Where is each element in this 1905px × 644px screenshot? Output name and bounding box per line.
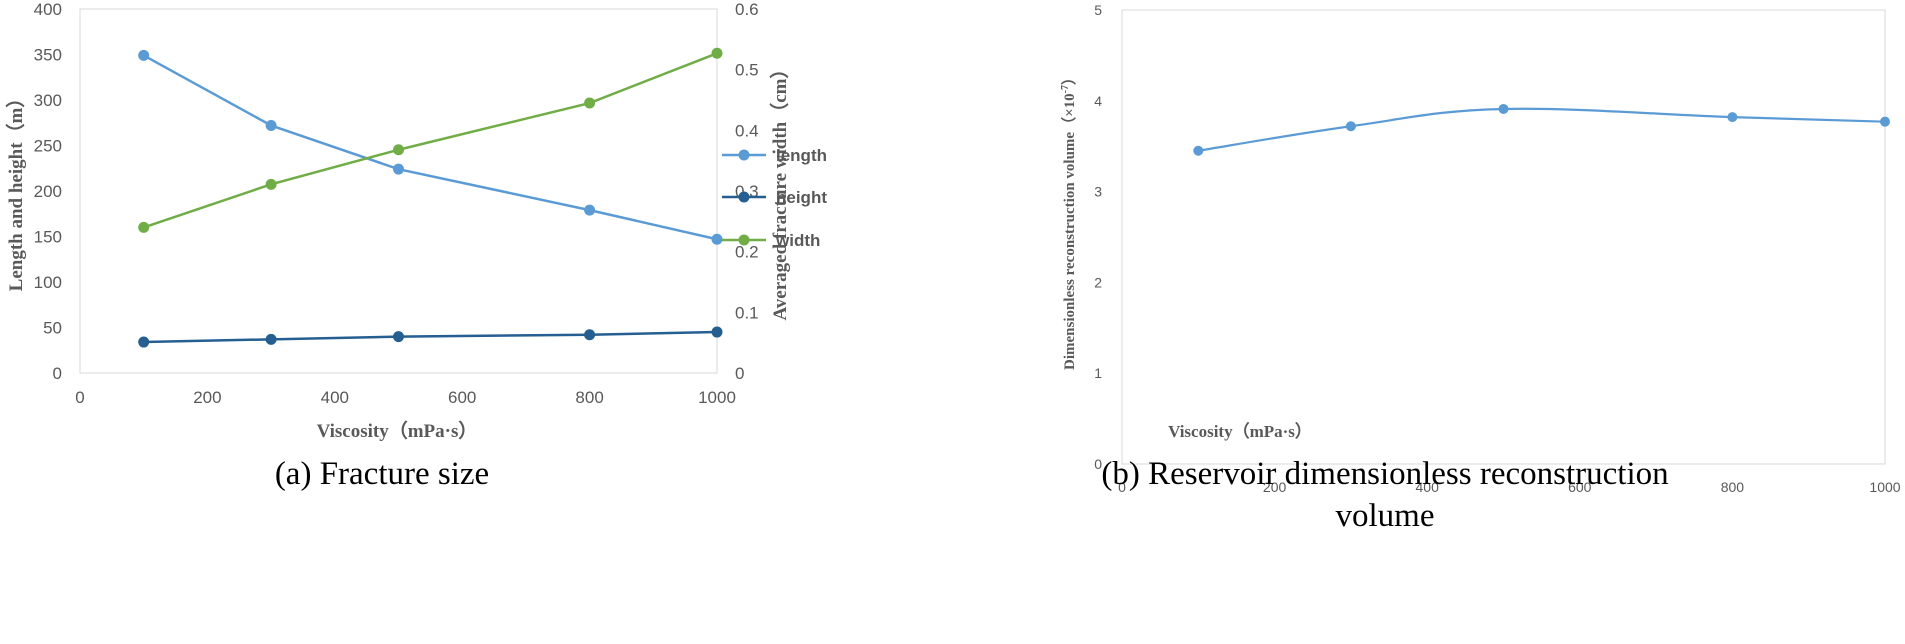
- chart-a-y-axis-title: Length and height（m）: [4, 89, 27, 292]
- series-line-volume: [1198, 107, 1886, 152]
- chart-a-x-tick-label: 200: [193, 388, 221, 407]
- chart-b-plot-border: [1121, 9, 1886, 465]
- chart-a-frame: [79, 8, 718, 374]
- chart-b-x-axis-title: Viscosity（mPa·s）: [1168, 421, 1312, 441]
- data-point-width: [393, 144, 404, 156]
- chart-b-y-tick-label: 4: [1094, 93, 1102, 109]
- chart-a-x-tick-label: 400: [321, 388, 349, 407]
- chart-b-y-axis-title-close: ）: [1060, 70, 1078, 85]
- chart-a-x-axis-title: Viscosity（mPa·s）: [317, 419, 478, 442]
- chart-a-series: [138, 47, 723, 348]
- series-line-height: [143, 330, 718, 344]
- data-point-volume: [1498, 103, 1509, 114]
- legend-marker-height: [738, 191, 750, 203]
- chart-a-y-tick-label: 400: [34, 0, 62, 19]
- chart-a-x-tick-label: 0: [75, 388, 84, 407]
- data-point-length: [711, 233, 723, 245]
- chart-b-x-tick-label: 400: [1416, 479, 1440, 495]
- chart-b-x-tick-label: 1000: [1869, 479, 1900, 495]
- chart-b-frame: [1121, 9, 1886, 465]
- data-point-width: [138, 221, 150, 233]
- data-point-volume: [1345, 121, 1356, 132]
- legend-marker-width: [738, 234, 750, 246]
- chart-a-caption: (a) Fracture size: [275, 456, 489, 492]
- chart-b-caption: (b) Reservoir dimensionless reconstructi…: [1101, 456, 1668, 534]
- chart-b-x-tick-label: 0: [1118, 479, 1126, 495]
- data-point-height: [138, 336, 150, 348]
- chart-a-ticks: 0 200 400 600 800 1000 0 50 100 150 200 250 300 350 40…: [34, 0, 759, 407]
- legend-label-width: width: [775, 231, 820, 250]
- chart-a-y2-tick-label: 0: [735, 364, 744, 383]
- chart-a-x-tick-label: 600: [448, 388, 476, 407]
- series-line-width: [143, 52, 718, 229]
- chart-a-plot-border: [79, 8, 718, 374]
- data-point-width: [711, 47, 723, 59]
- chart-b-y-axis-title-main: Dimensionless reconstruction volume（×10: [1060, 93, 1078, 370]
- series-line-length: [143, 54, 718, 241]
- chart-a-x-tick-label: 1000: [698, 388, 736, 407]
- chart-b-series: [1193, 103, 1890, 156]
- chart-a-y-tick-label: 250: [34, 137, 62, 156]
- data-point-height: [393, 331, 404, 343]
- chart-b-y-tick-label: 5: [1094, 2, 1102, 18]
- legend-label-height: height: [776, 188, 827, 207]
- chart-b-x-tick-label: 800: [1721, 479, 1745, 495]
- chart-a-y-tick-label: 0: [53, 364, 62, 383]
- chart-a-y-tick-label: 200: [34, 182, 62, 201]
- data-point-height: [265, 333, 277, 345]
- chart-a-x-tick-label: 800: [575, 388, 603, 407]
- chart-a-y2-tick-label: 0.2: [735, 243, 759, 262]
- data-point-height: [584, 329, 596, 341]
- chart-a-legend: length height width: [722, 146, 827, 250]
- chart-b-y-axis-title-exponent: -7: [1060, 85, 1071, 93]
- chart-b-x-tick-label: 200: [1263, 479, 1287, 495]
- chart-a-y2-tick-label: 0.5: [735, 61, 759, 80]
- legend-marker-length: [738, 149, 750, 161]
- data-point-length: [138, 49, 150, 61]
- data-point-length: [265, 119, 277, 131]
- data-point-volume: [1727, 112, 1738, 123]
- chart-b-y-tick-label: 2: [1094, 274, 1102, 290]
- data-point-volume: [1880, 116, 1890, 127]
- data-point-length: [393, 163, 404, 175]
- chart-b-x-tick-label: 600: [1568, 479, 1592, 495]
- data-point-length: [584, 204, 596, 216]
- chart-a-y2-axis-title: Averaged fracture width（cm）: [768, 59, 791, 320]
- chart-b-caption-line-2: volume: [1336, 498, 1435, 534]
- data-point-height: [711, 326, 723, 338]
- data-point-volume: [1193, 145, 1204, 156]
- chart-b-y-tick-label: 3: [1094, 184, 1102, 200]
- chart-a-y2-tick-label: 0.1: [735, 303, 759, 322]
- chart-a-y-tick-label: 300: [34, 91, 62, 110]
- data-point-width: [265, 178, 277, 190]
- chart-b-y-tick-label: 1: [1094, 365, 1102, 381]
- chart-a-y-tick-label: 350: [34, 46, 62, 65]
- chart-b-y-tick-label: 0: [1094, 456, 1102, 472]
- chart-a-y2-tick-label: 0.4: [735, 121, 759, 140]
- chart-b-ticks: 0 200 400 600 800 1000 0 1 2 3 4 5: [1094, 2, 1901, 495]
- chart-a-y-tick-label: 50: [43, 319, 62, 338]
- fracture-size-chart: 0 200 400 600 800 1000 0 50 100 150 200 250 300 350 40…: [4, 0, 827, 492]
- chart-b-y-axis-title: Dimensionless reconstruction volume（×10-…: [1060, 70, 1078, 370]
- chart-a-y2-tick-label: 0.6: [735, 0, 759, 19]
- data-point-width: [584, 97, 596, 109]
- chart-b-caption-line-1: (b) Reservoir dimensionless reconstructi…: [1101, 456, 1668, 492]
- chart-a-y-tick-label: 100: [34, 273, 62, 292]
- legend-label-length: length: [776, 146, 827, 165]
- chart-a-y-tick-label: 150: [34, 228, 62, 247]
